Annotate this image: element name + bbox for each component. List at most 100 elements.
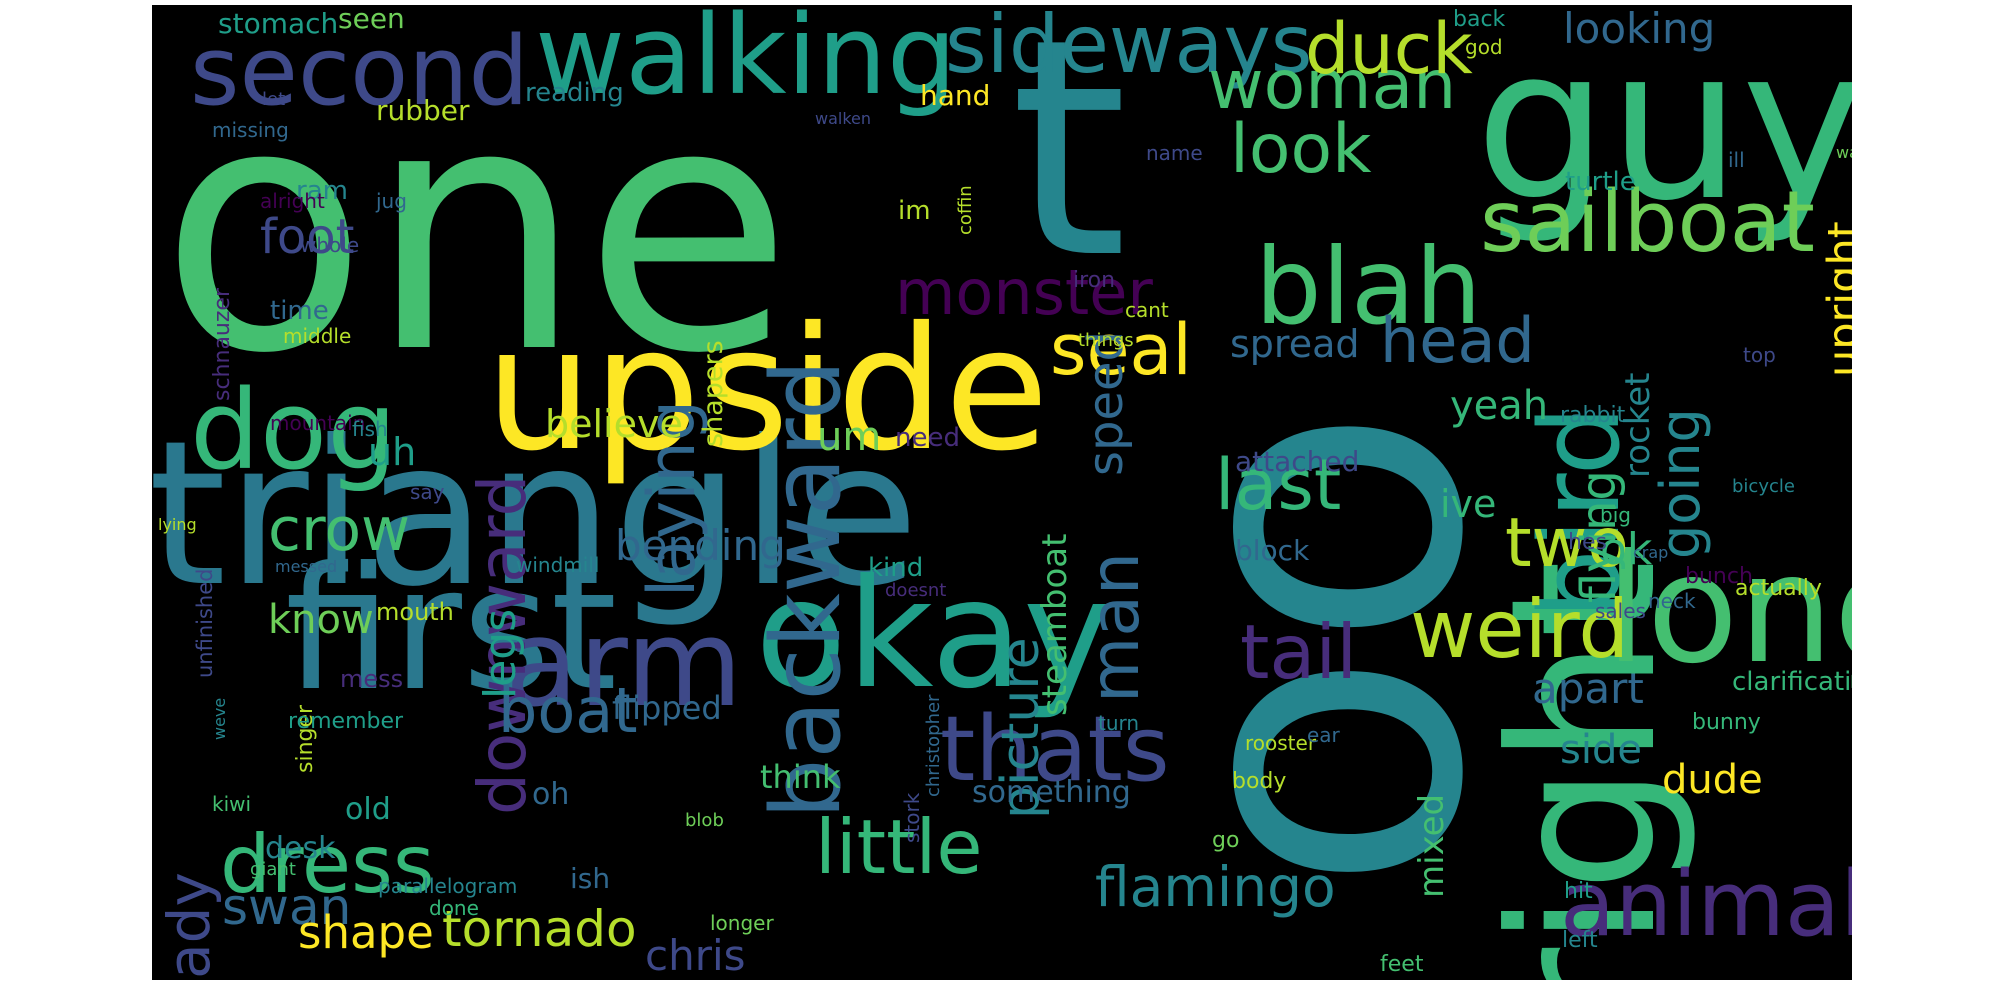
word-desk: desk: [265, 831, 336, 866]
word-going: going: [1649, 408, 1712, 559]
word-mess: mess: [340, 665, 404, 693]
word-kind: kind: [868, 553, 924, 583]
word-something: something: [972, 775, 1131, 810]
word-ram: ram: [296, 176, 348, 206]
word-walken: walken: [815, 109, 872, 128]
word-walking: walking: [535, 5, 957, 119]
word-legs: legs: [475, 608, 526, 699]
word-ok: ok: [1600, 524, 1653, 575]
word-things: things: [1078, 330, 1134, 351]
word-ive: ive: [1440, 482, 1497, 526]
word-upright: upright: [1819, 221, 1852, 377]
word-duck: duck: [1305, 8, 1473, 90]
word-crap: crap: [1633, 543, 1669, 562]
word-name: name: [1146, 141, 1203, 165]
word-feet: feet: [1380, 952, 1424, 977]
word-hes: hes: [1568, 530, 1607, 555]
word-hand: hand: [920, 79, 991, 112]
word-missing: missing: [212, 118, 289, 142]
word-little: little: [815, 803, 983, 891]
word-time: time: [270, 296, 329, 326]
word-god: god: [1465, 35, 1503, 59]
word-ear: ear: [1307, 723, 1340, 747]
word-bending: bending: [615, 521, 786, 570]
word-weve: weve: [210, 697, 229, 740]
word-doesnt: doesnt: [885, 580, 947, 601]
word-fish: fish: [352, 417, 388, 441]
word-kiwi: kiwi: [212, 792, 252, 816]
word-seen: seen: [338, 5, 405, 35]
word-christopher: christopher: [923, 694, 944, 797]
word-sailboat: sailboat: [1480, 173, 1815, 272]
word-attached: attached: [1235, 445, 1360, 478]
word-im: im: [898, 196, 931, 226]
word-messed: messed: [275, 557, 338, 576]
word-apart: apart: [1532, 664, 1644, 713]
word-stomach: stomach: [218, 7, 339, 40]
word-body: body: [1232, 769, 1287, 794]
word-um: um: [817, 414, 882, 460]
word-thats: thats: [940, 697, 1170, 802]
word-think: think: [760, 758, 841, 796]
word-uh: uh: [368, 430, 417, 474]
word-ill: ill: [1728, 148, 1745, 172]
word-blah: blah: [1255, 226, 1482, 348]
word-mountain: mountain: [270, 411, 366, 435]
word-looking: looking: [1563, 5, 1716, 53]
word-sideways: sideways: [945, 5, 1313, 91]
word-one: one: [160, 32, 793, 428]
word-flamingo: flamingo: [1095, 855, 1336, 919]
word-weird: weird: [1410, 583, 1630, 676]
word-ish: ish: [570, 862, 611, 895]
word-big: big: [1600, 503, 1631, 527]
word-coffin: coffin: [955, 185, 976, 235]
word-bunch: bunch: [1685, 564, 1753, 589]
word-woman: woman: [1208, 46, 1457, 125]
word-last: last: [1215, 444, 1342, 526]
word-rocket: rocket: [1618, 372, 1658, 478]
word-middle: middle: [283, 324, 352, 348]
word-alright: alright: [260, 189, 325, 213]
word-blob: blob: [685, 810, 724, 831]
word-bunny: bunny: [1692, 710, 1761, 735]
word-say: say: [410, 480, 445, 504]
word-triangle: triangle: [152, 398, 920, 631]
word-sales: sales: [1595, 599, 1646, 623]
word-done: done: [429, 896, 479, 920]
word-dress: dress: [220, 818, 435, 911]
word-crow: crow: [268, 495, 411, 565]
word-remember: remember: [288, 709, 404, 734]
word-unfinished: unfinished: [193, 568, 217, 679]
word-steamboat: steamboat: [1035, 533, 1075, 716]
word-old: old: [345, 792, 391, 827]
word-flipped: flipped: [612, 689, 722, 727]
word-tail: tail: [1240, 608, 1358, 696]
word-spread: spread: [1230, 322, 1360, 366]
word-turtle: turtle: [1565, 167, 1636, 197]
word-stork: stork: [900, 792, 924, 843]
word-go: go: [1212, 828, 1240, 853]
word-lady: lady: [155, 872, 223, 980]
word-left: left: [1562, 928, 1598, 953]
word-two: two: [1505, 504, 1629, 583]
word-top: top: [1743, 343, 1776, 367]
word-okay: okay: [755, 548, 1112, 722]
word-hit: hit: [1564, 879, 1593, 904]
word-rubber: rubber: [376, 94, 470, 127]
word-shape: shape: [298, 906, 434, 959]
word-dog: dog: [190, 366, 397, 494]
word-boat: boat: [498, 674, 638, 747]
word-arm: arm: [505, 595, 743, 734]
word-shapers: shapers: [698, 340, 729, 447]
word-animal: animal: [1560, 852, 1852, 957]
word-bicycle: bicycle: [1732, 476, 1795, 497]
word-cant: cant: [1125, 298, 1169, 322]
word-rooster: rooster: [1245, 731, 1317, 755]
word-oh: oh: [532, 777, 570, 812]
word-jug: jug: [376, 189, 407, 213]
word-second: second: [190, 17, 529, 127]
word-yeah: yeah: [1450, 383, 1549, 429]
word-mixed: mixed: [1412, 793, 1452, 898]
word-clarification: clarification: [1732, 667, 1852, 697]
word-way: way: [1836, 143, 1852, 162]
